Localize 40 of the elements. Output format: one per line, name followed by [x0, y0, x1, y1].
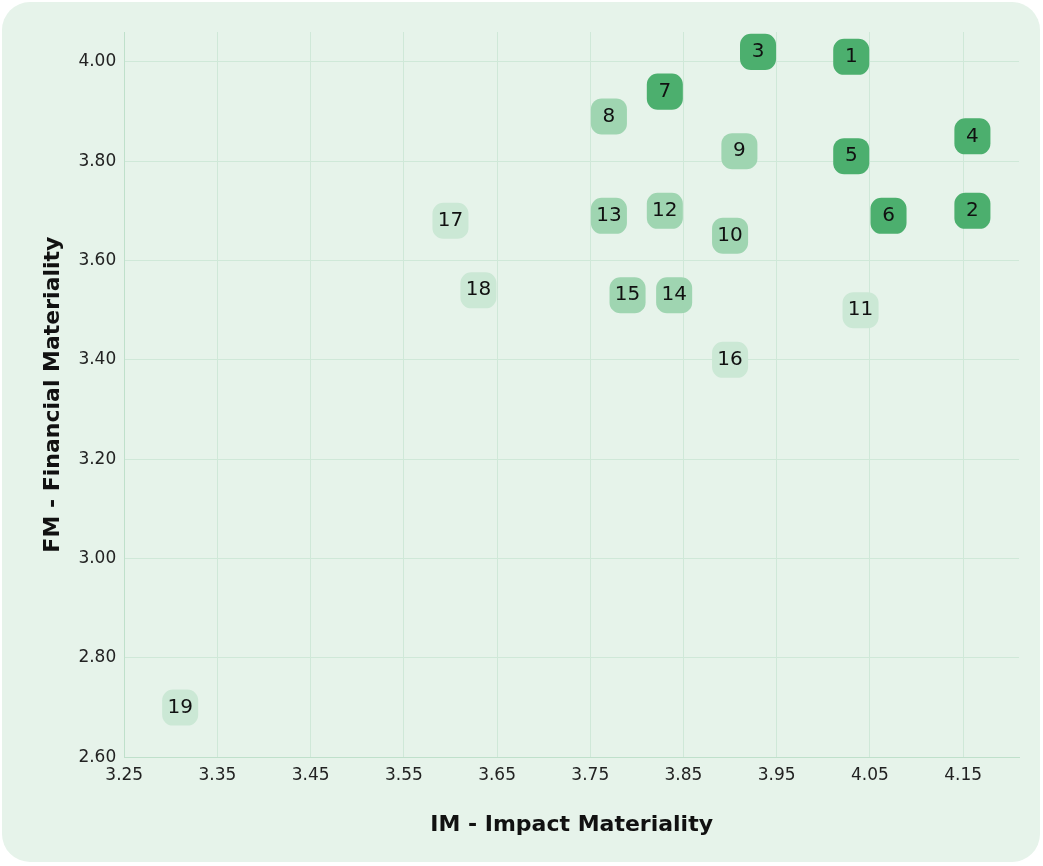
annotation: 18 — [465, 276, 492, 301]
y-tick-label: 3.40 — [78, 348, 117, 369]
y-tick-label: 3.20 — [78, 447, 117, 468]
annotation: 11 — [847, 296, 874, 321]
y-tick-label: 2.60 — [78, 745, 117, 766]
annotation: 3 — [751, 38, 765, 63]
y-tick-label: 3.00 — [78, 546, 117, 567]
y-tick-label: 3.60 — [78, 248, 117, 269]
annotation: 4 — [966, 122, 979, 147]
x-tick-label: 4.15 — [944, 763, 983, 784]
annotation: 8 — [602, 102, 616, 127]
annotation: 9 — [733, 137, 746, 162]
annotation: 17 — [437, 206, 464, 231]
y-axis-title: FM - Financial Materiality — [38, 236, 64, 553]
annotation: 19 — [167, 693, 193, 718]
y-tick-label: 4.00 — [78, 50, 117, 71]
x-tick-label: 3.65 — [478, 763, 516, 784]
x-tick-label: 3.55 — [384, 763, 423, 784]
annotation: 1 — [844, 43, 858, 68]
x-tick-label: 4.05 — [850, 763, 889, 784]
x-tick-label: 3.25 — [105, 763, 144, 784]
annotation: 2 — [966, 197, 979, 222]
x-tick-label: 3.35 — [198, 763, 237, 784]
annotation: 10 — [717, 221, 743, 246]
annotation: 15 — [614, 281, 641, 306]
x-tick-label: 3.85 — [664, 763, 703, 784]
annotation: 13 — [596, 201, 622, 226]
annotation: 12 — [652, 197, 678, 222]
y-tick-label: 3.80 — [78, 149, 117, 170]
y-tick-label: 2.80 — [78, 646, 117, 667]
x-tick-label: 3.75 — [571, 763, 610, 784]
x-tick-label: 3.45 — [291, 763, 330, 784]
x-axis-title: IM - Impact Materiality — [430, 810, 714, 836]
annotation: 16 — [717, 346, 743, 371]
x-tick-label: 3.95 — [757, 763, 796, 784]
annotation: 5 — [844, 142, 858, 167]
annotation: 7 — [658, 77, 672, 102]
point — [833, 38, 870, 75]
annotation: 6 — [882, 201, 895, 226]
annotation: 14 — [661, 281, 687, 306]
